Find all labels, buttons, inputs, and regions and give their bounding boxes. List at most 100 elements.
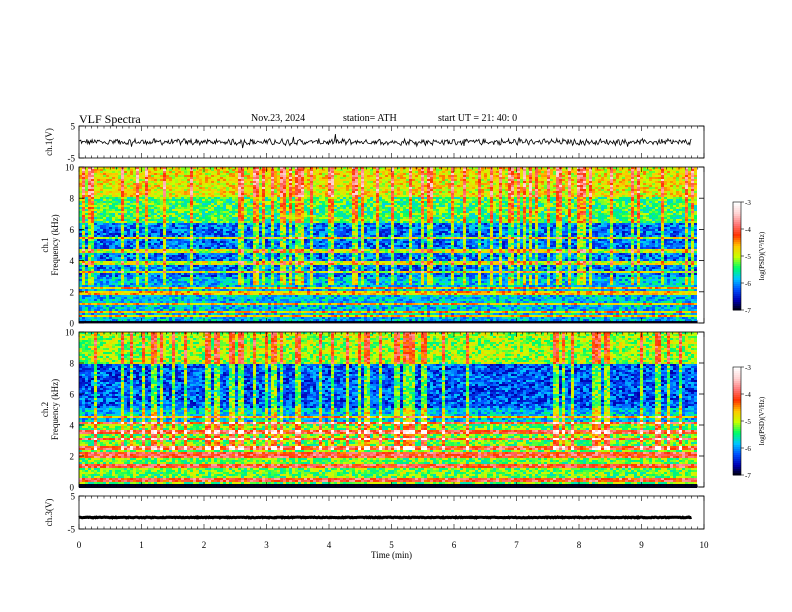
spectrogram-cell [577, 191, 580, 193]
spectrogram-cell [190, 181, 193, 183]
spectrogram-cell [598, 195, 601, 197]
spectrogram-cell [343, 211, 346, 213]
spectrogram-cell [385, 201, 388, 203]
spectrogram-cell [304, 185, 307, 187]
spectrogram-cell [193, 213, 196, 215]
spectrogram-cell [451, 209, 454, 211]
spectrogram-cell [619, 169, 622, 171]
spectrogram-cell [226, 185, 229, 187]
spectrogram-cell [508, 173, 511, 175]
spectrogram-cell [187, 209, 190, 211]
spectrogram-cell [658, 173, 661, 175]
spectrogram-cell [298, 185, 301, 187]
spectrogram-cell [184, 181, 187, 183]
spectrogram-cell [451, 169, 454, 171]
spectrogram-cell [508, 205, 511, 207]
spectrogram-cell [394, 185, 397, 187]
spectrogram-cell [274, 199, 277, 201]
spectrogram-cell [211, 199, 214, 201]
spectrogram-cell [364, 187, 367, 189]
spectrogram-cell [385, 179, 388, 181]
spectrogram-cell [589, 173, 592, 175]
spectrogram-cell [190, 183, 193, 185]
spectrogram-cell [433, 175, 436, 177]
spectrogram-cell [199, 213, 202, 215]
spectrogram-cell [136, 169, 139, 171]
spectrogram-cell [601, 177, 604, 179]
spectrogram-cell [310, 187, 313, 189]
spectrogram-cell [184, 201, 187, 203]
spectrogram-cell [448, 187, 451, 189]
spectrogram-cell [325, 191, 328, 193]
spectrogram-cell [511, 209, 514, 211]
spectrogram-cell [574, 207, 577, 209]
spectrogram-cell [205, 205, 208, 207]
spectrogram-cell [478, 177, 481, 179]
spectrogram-cell [124, 169, 127, 171]
spectrogram-cell [295, 205, 298, 207]
spectrogram-cell [367, 175, 370, 177]
spectrogram-cell [457, 209, 460, 211]
spectrogram-cell [82, 191, 85, 193]
spectrogram-cell [379, 189, 382, 191]
spectrogram-cell [577, 183, 580, 185]
spectrogram-cell [592, 187, 595, 189]
spectrogram-cell [523, 171, 526, 173]
spectrogram-cell [664, 195, 667, 197]
spectrogram-cell [571, 203, 574, 205]
spectrogram-cell [310, 189, 313, 191]
spectrogram-cell [646, 203, 649, 205]
spectrogram-cell [394, 171, 397, 173]
spectrogram-cell [436, 187, 439, 189]
spectrogram-cell [472, 195, 475, 197]
spectrogram-cell [208, 203, 211, 205]
spectrogram-cell [193, 211, 196, 213]
spectrogram-cell [400, 205, 403, 207]
spectrogram-cell [472, 187, 475, 189]
spectrogram-cell [415, 177, 418, 179]
spectrogram-cell [682, 183, 685, 185]
spectrogram-cell [478, 179, 481, 181]
spectrogram-cell [103, 171, 106, 173]
spectrogram-cell [517, 191, 520, 193]
spectrogram-cell [682, 175, 685, 177]
spectrogram-cell [499, 191, 502, 193]
spectrogram-cell [163, 203, 166, 205]
spectrogram-cell [412, 201, 415, 203]
spectrogram-cell [205, 207, 208, 209]
spectrogram-cell [250, 195, 253, 197]
spectrogram-cell [502, 169, 505, 171]
spectrogram-cell [625, 185, 628, 187]
spectrogram-cell [382, 179, 385, 181]
spectrogram-cell [244, 181, 247, 183]
spectrogram-cell [667, 203, 670, 205]
spectrogram-cell [595, 173, 598, 175]
spectrogram-cell [649, 185, 652, 187]
spectrogram-cell [574, 183, 577, 185]
spectrogram-cell [448, 181, 451, 183]
spectrogram-cell [403, 197, 406, 199]
spectrogram-cell [91, 183, 94, 185]
spectrogram-cell [145, 191, 148, 193]
spectrogram-cell [382, 205, 385, 207]
spectrogram-cell [577, 189, 580, 191]
spectrogram-cell [676, 169, 679, 171]
spectrogram-cell [571, 207, 574, 209]
spectrogram-cell [358, 197, 361, 199]
spectrogram-cell [211, 183, 214, 185]
spectrogram-cell [535, 205, 538, 207]
spectrogram-cell [493, 187, 496, 189]
spectrogram-cell [427, 173, 430, 175]
spectrogram-cell [508, 175, 511, 177]
spectrogram-cell [259, 187, 262, 189]
spectrogram-cell [205, 191, 208, 193]
spectrogram-cell [139, 209, 142, 211]
spectrogram-cell [211, 181, 214, 183]
spectrogram-cell [358, 177, 361, 179]
spectrogram-cell [460, 197, 463, 199]
spectrogram-cell [562, 197, 565, 199]
spectrogram-cell [571, 183, 574, 185]
spectrogram-cell [526, 195, 529, 197]
spectrogram-cell [259, 205, 262, 207]
spectrogram-cell [340, 177, 343, 179]
